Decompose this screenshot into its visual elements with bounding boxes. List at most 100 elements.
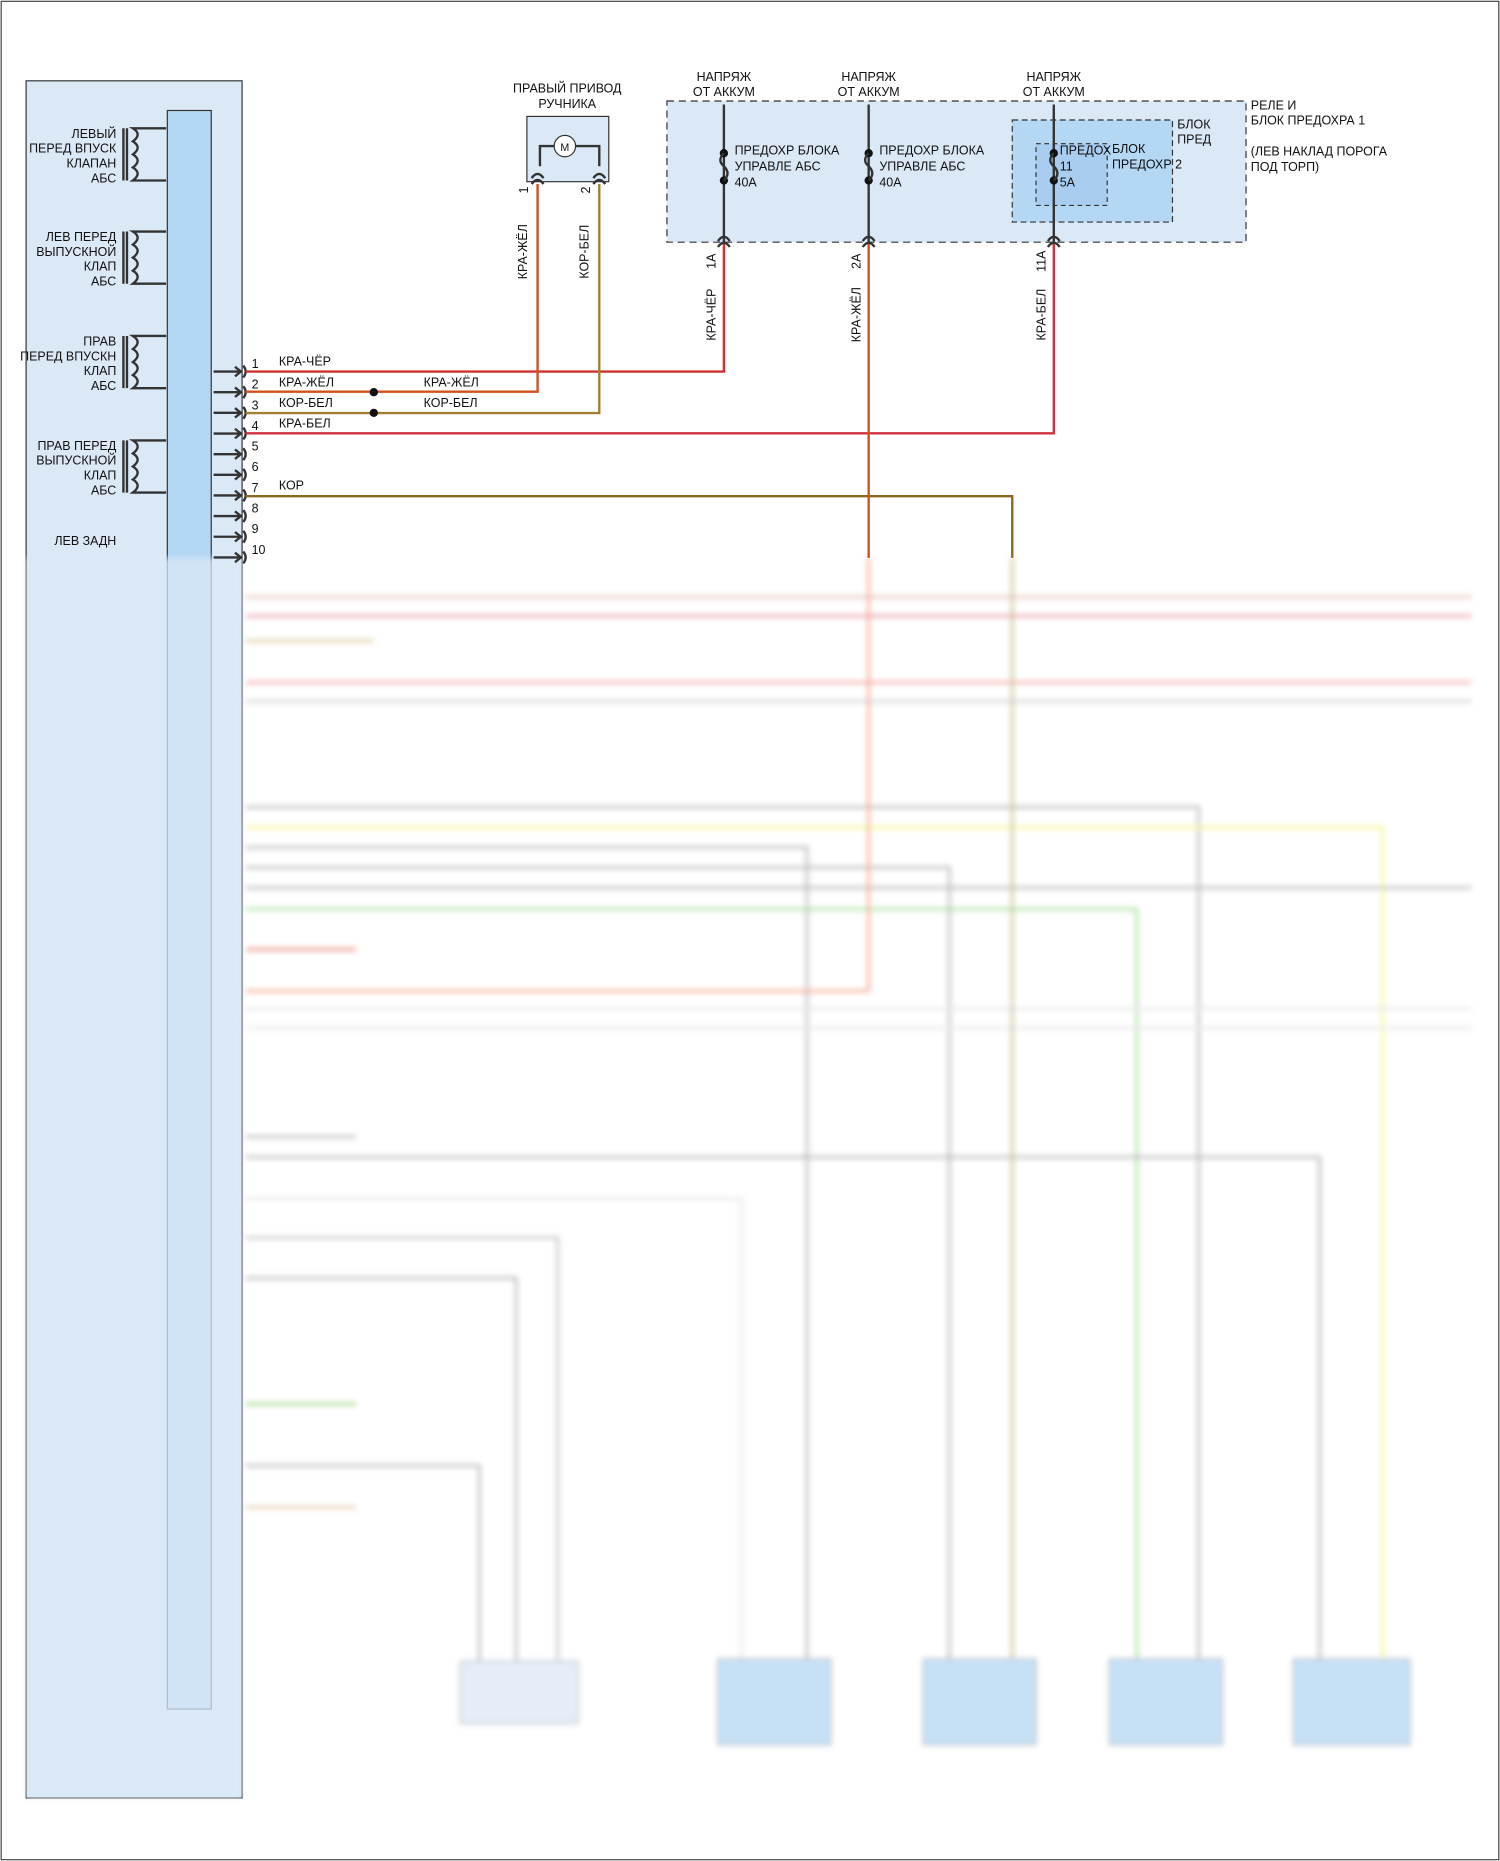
module-label: АБС [91,379,116,393]
module-label: АБС [91,275,116,289]
fuse-pin: 2А [849,253,863,269]
fuse [863,152,874,182]
module-label: ВЫПУСКНОЙ [36,244,116,259]
coil-core [122,335,129,389]
fuse-wire-label: КРА-ЖЁЛ [849,287,863,342]
motor-lead [538,144,601,167]
connector [861,235,876,248]
pin-arrow [213,550,247,565]
module-label: АБС [91,483,116,497]
relay-location: ПОД ТОРП) [1251,160,1319,174]
blurred-area [26,557,1472,1798]
relay-location: (ЛЕВ НАКЛАД ПОРОГА [1251,145,1388,159]
wire-label: КРА-ЖЁЛ [279,375,334,389]
wire [245,243,726,373]
motor-wire-label: КОР-БЕЛ [578,225,592,279]
relay-label: БЛОК ПРЕДОХРА 1 [1251,114,1365,128]
pin-arrow [213,468,247,482]
wire [245,494,1014,558]
block-label: БЛОК [1177,117,1211,131]
fuse-label: ПРЕДОХР БЛОКА [879,143,984,157]
fuse-wire-label: КРА-ЧЁР [705,289,719,341]
module-label: ЛЕВ ЗАДН [54,534,116,548]
motor-pin: 1 [517,186,531,193]
pin-number: 9 [252,522,259,536]
coil [128,127,167,182]
fuse-pin: 11А [1034,250,1048,272]
coil [128,439,167,494]
module-label: ПЕРЕД ВПУСКН [20,349,116,363]
wire-label: КОР [279,479,304,493]
splice-label: КОР-БЕЛ [424,396,478,410]
fuse-label: УПРАВЛЕ АБС [735,159,821,173]
module-label: ЛЕВЫЙ [72,126,117,141]
fuse [719,152,729,182]
pin-number: 4 [252,419,259,433]
wire-label: КРА-БЕЛ [279,417,331,431]
pin-arrow [213,447,247,461]
module-label: ВЫПУСКНОЙ [36,453,116,468]
splice [369,408,378,418]
module-label: КЛАП [84,364,117,378]
supply-label: НАПРЯЖ [841,70,896,84]
coil-core [122,231,129,284]
splice-label: КРА-ЖЁЛ [424,375,479,389]
pin-number: 7 [252,481,259,495]
connector [530,172,545,185]
wire-label: КОР-БЕЛ [279,396,333,410]
fuse-wire-label: КРА-БЕЛ [1034,289,1048,341]
coil [128,334,167,390]
connector [716,235,731,248]
module-label: ПЕРЕД ВПУСК [29,142,117,156]
pin-number: 10 [252,543,266,557]
module-label: КЛАП [84,469,117,483]
block-label: ПРЕД [1177,133,1212,147]
motor-letter: M [560,142,569,154]
wire [245,184,601,415]
fuse-label: ПРЕДОХР БЛОКА [735,143,840,157]
fuse-pin: 1А [705,253,719,269]
module-label: КЛАП [84,260,117,274]
connector [592,172,607,185]
module-label: ПРАВ ПЕРЕД [37,439,116,453]
fuse-label: 40А [879,175,902,189]
relay-label: РЕЛЕ И [1251,98,1297,112]
supply-label: НАПРЯЖ [697,70,752,84]
pin-number: 5 [252,440,259,454]
pin-number: 8 [252,502,259,516]
motor-pin: 2 [579,186,593,193]
block-label: ПРЕДОХР 2 [1112,158,1182,172]
wire-label: КРА-ЧЁР [279,355,331,369]
supply-label: ОТ АККУМ [838,85,900,99]
pin-number: 1 [252,357,259,371]
pin-number: 3 [252,398,259,412]
pin-arrow [213,530,247,544]
coil-core [122,128,129,181]
motor-wire-label: КРА-ЖЁЛ [516,224,530,279]
supply-label: ОТ АККУМ [1023,85,1085,99]
supply-label: НАПРЯЖ [1026,70,1081,84]
module-label: КЛАПАН [66,156,116,170]
fuse-label: ПРЕДОХ [1060,143,1112,157]
module-label: ЛЕВ ПЕРЕД [46,230,117,244]
fuse-label: УПРАВЛЕ АБС [879,159,965,173]
fuse-label: 40А [735,175,758,189]
pin-number: 2 [252,378,259,392]
module-label: АБС [91,171,116,185]
connector [1046,235,1061,248]
fuse-cell [1035,143,1108,207]
pin-number: 6 [252,460,259,474]
fuse-label: 5А [1060,175,1076,189]
motor-title: ПРАВЫЙ ПРИВОД [513,81,622,96]
fuse-label: 11 [1060,159,1073,173]
coil [128,230,167,285]
supply-label: ОТ АККУМ [693,85,755,99]
fuse [1049,152,1059,182]
module-label: ПРАВ [83,334,116,348]
wire [245,184,539,393]
splice [369,388,378,397]
pin-arrow [213,509,247,523]
coil-core [122,440,129,493]
